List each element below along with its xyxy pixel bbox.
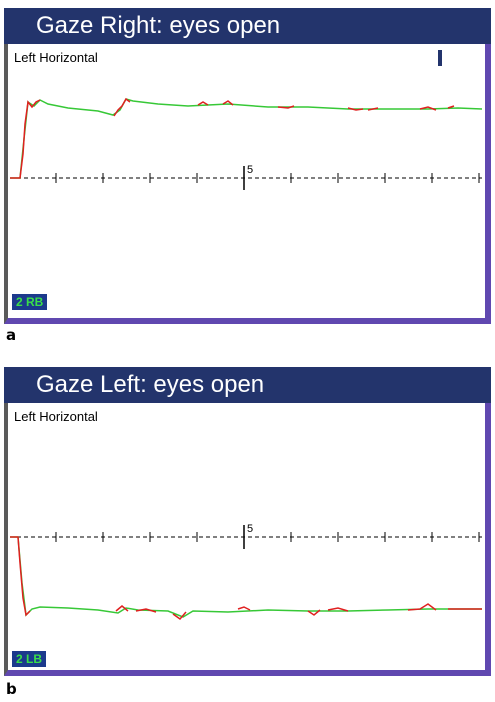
panel-title: Gaze Left: eyes open bbox=[4, 367, 491, 403]
trace-label: Left Horizontal bbox=[14, 409, 98, 424]
panel-caption: a bbox=[6, 326, 17, 344]
eye-trace-plot: Left Horizontal 5 bbox=[4, 44, 491, 324]
channel-badge: 2 RB bbox=[12, 294, 48, 310]
channel-badge: 2 LB bbox=[12, 651, 47, 667]
trace-svg: 5 bbox=[10, 50, 483, 190]
panel-title: Gaze Right: eyes open bbox=[4, 8, 491, 44]
baseline-ticks bbox=[55, 532, 480, 542]
center-tick-label: 5 bbox=[247, 523, 253, 535]
trace-svg: 5 bbox=[10, 523, 482, 621]
trace-label: Left Horizontal bbox=[14, 50, 98, 65]
red-trace bbox=[10, 97, 455, 179]
marker-bar-icon bbox=[438, 50, 442, 66]
panel-caption: b bbox=[6, 680, 17, 698]
center-tick-label: 5 bbox=[247, 164, 253, 176]
baseline-ticks bbox=[55, 173, 480, 183]
panel-gaze-left: Gaze Left: eyes open Left Horizontal 5 bbox=[4, 367, 491, 676]
green-trace bbox=[10, 536, 482, 618]
eye-trace-plot: Left Horizontal 5 bbox=[4, 403, 491, 676]
green-trace bbox=[10, 98, 483, 179]
panel-gaze-right: Gaze Right: eyes open Left Horizontal 5 bbox=[4, 8, 491, 324]
red-trace bbox=[10, 536, 482, 621]
